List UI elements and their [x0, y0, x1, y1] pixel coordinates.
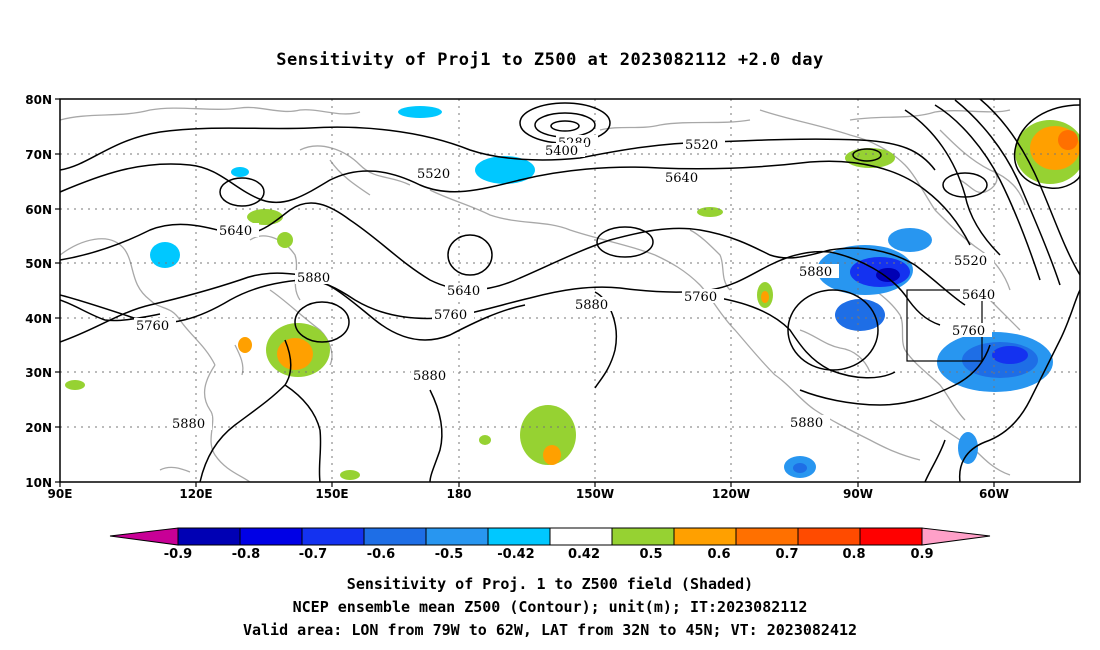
colorbar-label: -0.7 [299, 547, 327, 562]
pos-blob-pacific [520, 405, 576, 465]
contour-label: 5880 [297, 271, 330, 286]
pos-blob-korea [238, 337, 252, 353]
contour-label: 5880 [799, 265, 832, 280]
lat-label: 70N [25, 148, 52, 162]
colorbar-label: -0.42 [497, 547, 534, 562]
pos-blob-alaska [697, 207, 723, 217]
colorbar-label: 0.6 [707, 547, 730, 562]
contour-label: 5520 [685, 138, 718, 153]
lat-label: 40N [25, 312, 52, 326]
contour-label: 5400 [545, 144, 578, 159]
contour-label: 5640 [665, 171, 698, 186]
axis-ticks [55, 98, 995, 487]
neg-blob-greatlakes [835, 299, 885, 331]
neg-blob-siberia [231, 167, 249, 177]
colorbar-swatch [611, 527, 675, 546]
colorbar-label: 0.9 [910, 547, 933, 562]
neg-blob-bering [475, 156, 535, 184]
contour-label: 5640 [447, 284, 480, 299]
lon-label: 180 [446, 487, 471, 501]
colorbar-swatch [487, 527, 551, 546]
pos-blob-pacific-small [479, 435, 491, 445]
contour-label: 5640 [219, 224, 252, 239]
neg-blob-arctic [398, 106, 442, 118]
footer-line-2: NCEP ensemble mean Z500 (Contour); unit(… [292, 598, 808, 616]
colorbar-label: -0.5 [435, 547, 463, 562]
neg-blob-china [150, 242, 180, 268]
colorbar: -0.9 -0.8 -0.7 -0.6 -0.5 -0.42 0.42 0.5 … [109, 527, 991, 562]
pos-blob-pacific-core [543, 445, 561, 465]
lat-label: 30N [25, 366, 52, 380]
colorbar-label: -0.8 [232, 547, 260, 562]
lat-label: 50N [25, 257, 52, 271]
latitude-labels: 80N 70N 60N 50N 40N 30N 20N 10N [25, 93, 52, 490]
colorbar-swatch [301, 527, 365, 546]
lat-label: 60N [25, 203, 52, 217]
colorbar-swatch [859, 527, 923, 546]
lon-label: 90W [843, 487, 873, 501]
contour-label: 5880 [790, 416, 823, 431]
neg-blob-atlantic-peak [992, 346, 1028, 364]
lon-label: 120E [179, 487, 212, 501]
contour-label: 5760 [684, 290, 717, 305]
colorbar-swatch [177, 527, 241, 546]
longitude-labels: 90E 120E 150E 180 150W 120W 90W 60W [48, 487, 1009, 501]
lat-label: 10N [25, 476, 52, 490]
lon-label: 120W [712, 487, 750, 501]
footer-line-1: Sensitivity of Proj. 1 to Z500 field (Sh… [346, 575, 754, 593]
lon-label: 150W [576, 487, 614, 501]
colorbar-label: -0.6 [367, 547, 395, 562]
map-border [59, 98, 1081, 483]
colorbar-swatch [735, 527, 799, 546]
contour-label: 5760 [952, 324, 985, 339]
colorbar-low-arrow [109, 527, 179, 546]
pos-blob-kamchatka [247, 209, 283, 225]
lon-label: 90E [48, 487, 73, 501]
pos-blob-sakhalin [277, 232, 293, 248]
lat-label: 80N [25, 93, 52, 107]
colorbar-labels: -0.9 -0.8 -0.7 -0.6 -0.5 -0.42 0.42 0.5 … [164, 547, 934, 562]
colorbar-swatch [363, 527, 427, 546]
contour-label: 5760 [136, 319, 169, 334]
contour-label: 5880 [413, 369, 446, 384]
pos-blob-rockies-core [761, 291, 769, 303]
neg-blob-mexico-core [793, 463, 807, 473]
footer-line-3: Valid area: LON from 79W to 62W, LAT fro… [242, 621, 858, 639]
colorbar-label: 0.42 [568, 547, 600, 562]
coastlines [60, 106, 1026, 482]
pos-blob-greenland-peak [1058, 130, 1078, 150]
colorbar-swatch [549, 527, 613, 546]
contour-label: 5880 [575, 298, 608, 313]
colorbar-swatch [797, 527, 861, 546]
contour-label: 5520 [417, 167, 450, 182]
map-title: Sensitivity of Proj1 to Z500 at 20230821… [276, 50, 824, 70]
neg-blob-canada-peak [876, 268, 900, 282]
contour-labels: 5280 5400 5520 5520 5520 5640 5640 5640 … [134, 135, 1002, 432]
colorbar-swatch [425, 527, 489, 546]
pos-blob-japan-core [277, 338, 313, 370]
colorbar-label: 0.8 [842, 547, 865, 562]
contour-label: 5640 [962, 288, 995, 303]
colorbar-label: 0.5 [639, 547, 662, 562]
lon-label: 60W [979, 487, 1009, 501]
colorbar-swatch [239, 527, 303, 546]
neg-blob-labrador [888, 228, 932, 252]
colorbar-label: -0.9 [164, 547, 192, 562]
contour-label: 5760 [434, 308, 467, 323]
colorbar-swatch [673, 527, 737, 546]
colorbar-label: 0.7 [775, 547, 798, 562]
contour-label: 5520 [954, 254, 987, 269]
pos-blob-india [65, 380, 85, 390]
pos-blob-philippines [340, 470, 360, 480]
neg-blob-caribbean [958, 432, 978, 464]
lat-label: 20N [25, 421, 52, 435]
lon-label: 150E [315, 487, 348, 501]
colorbar-high-arrow [921, 527, 991, 546]
contour-label: 5880 [172, 417, 205, 432]
